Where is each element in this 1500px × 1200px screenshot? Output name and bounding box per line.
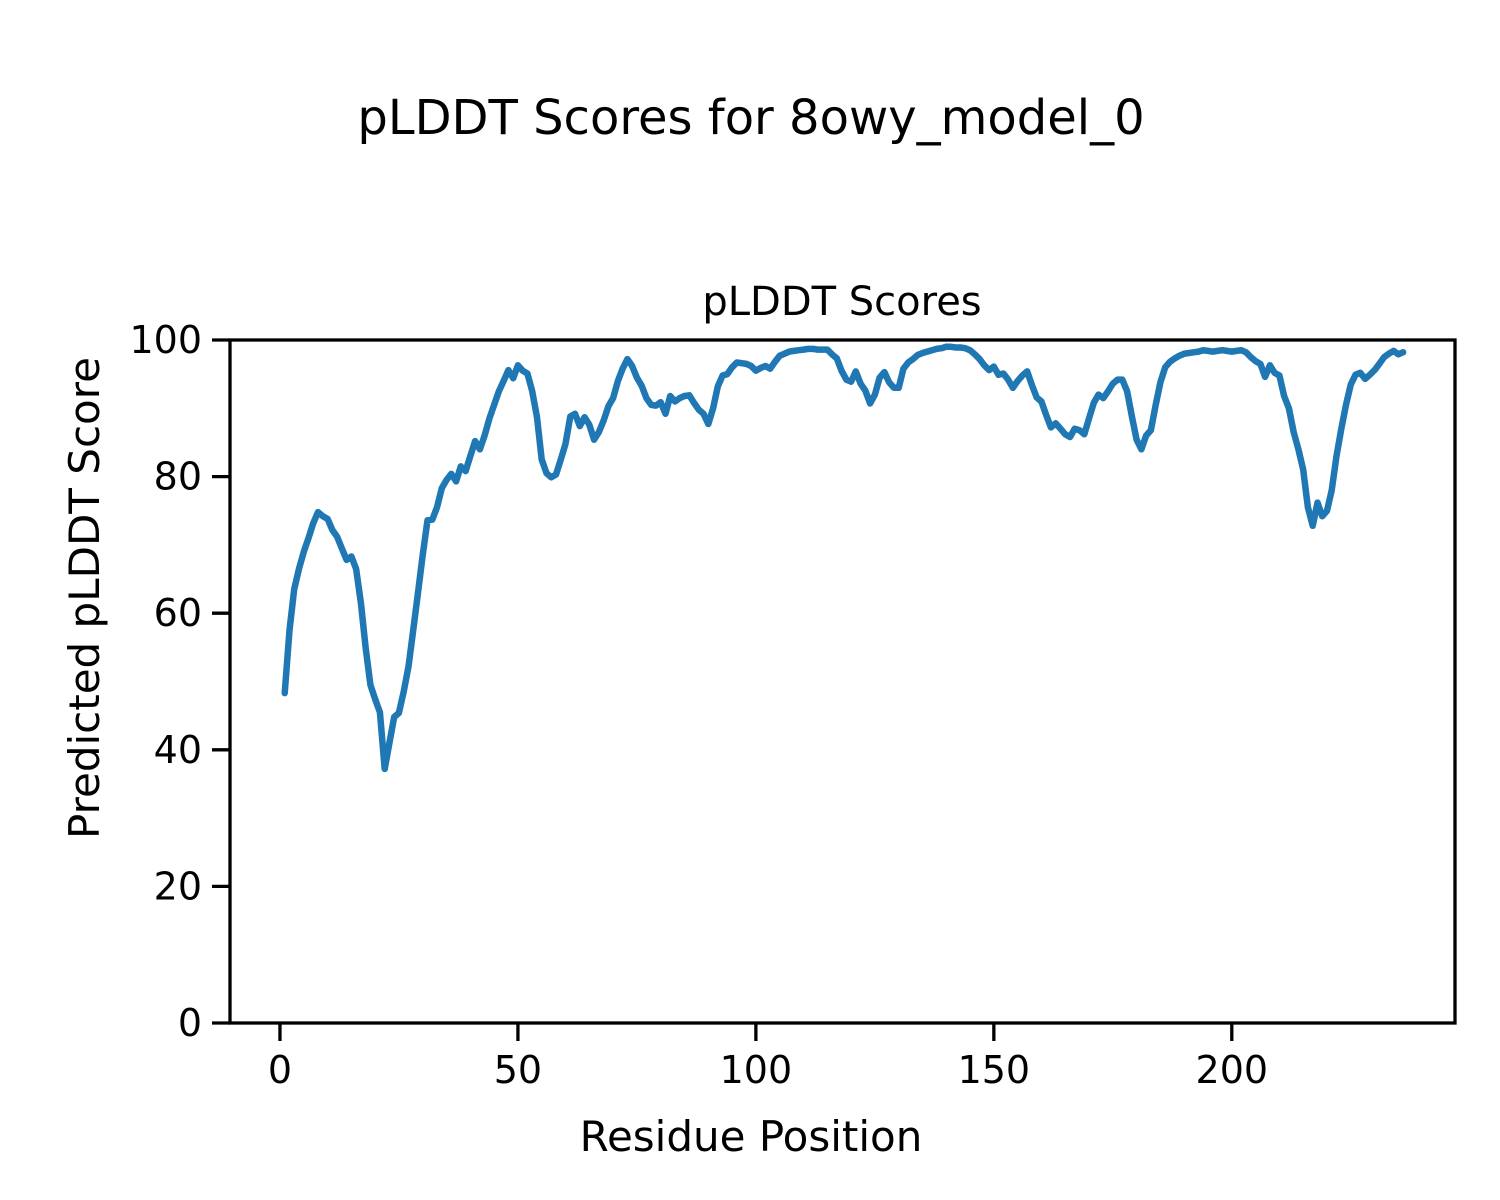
x-tick-label: 0	[268, 1048, 292, 1092]
plot-frame	[228, 338, 1457, 1025]
x-tick-label: 200	[1196, 1048, 1269, 1092]
x-tick-label: 50	[494, 1048, 542, 1092]
figure-suptitle: pLDDT Scores for 8owy_model_0	[357, 90, 1144, 146]
axes-title: pLDDT Scores	[702, 279, 981, 325]
y-tick-label: 0	[178, 1001, 202, 1045]
y-axis-ticks: 0 20 40 60 80 100	[129, 318, 230, 1045]
y-tick-label: 60	[154, 591, 202, 635]
x-tick-label: 100	[720, 1048, 793, 1092]
y-tick-label: 80	[154, 455, 202, 499]
x-tick-label: 150	[958, 1048, 1031, 1092]
y-axis-label: Predicted pLDDT Score	[60, 357, 109, 839]
y-tick-label: 20	[154, 864, 202, 908]
x-axis-label: Residue Position	[580, 1112, 923, 1161]
y-tick-label: 100	[129, 318, 202, 362]
y-tick-label: 40	[154, 728, 202, 772]
x-axis-ticks: 0 50 100 150 200	[268, 1023, 1268, 1092]
plddt-line-series	[281, 343, 1407, 773]
